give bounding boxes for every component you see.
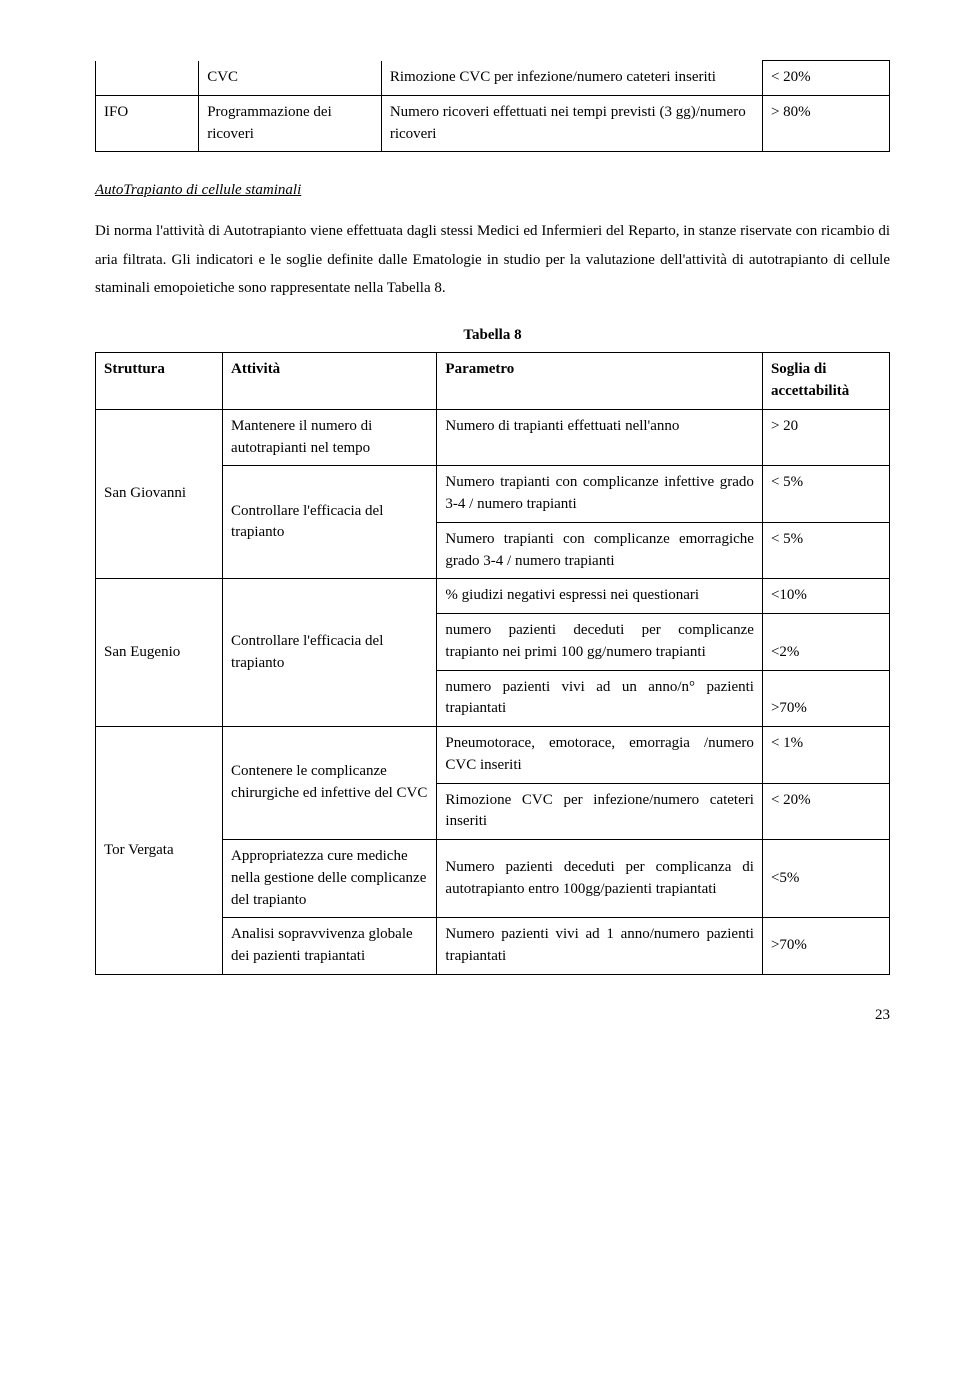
cell-attivita: Mantenere il numero di autotrapianti nel…	[223, 409, 437, 466]
cell-parametro: Numero trapianti con complicanze emorrag…	[437, 522, 763, 579]
cell-soglia: <2%	[762, 614, 889, 671]
column-header: Soglia di accettabilità	[762, 353, 889, 410]
cell-attivita: Analisi sopravvivenza globale dei pazien…	[223, 918, 437, 975]
cell-struttura: San Eugenio	[96, 579, 223, 727]
cell: Rimozione CVC per infezione/numero catet…	[381, 61, 762, 96]
cell-parametro: numero pazienti vivi ad un anno/n° pazie…	[437, 670, 763, 727]
cell-parametro: Rimozione CVC per infezione/numero catet…	[437, 783, 763, 840]
table-row: CVC Rimozione CVC per infezione/numero c…	[96, 61, 890, 96]
cell-soglia: <10%	[762, 579, 889, 614]
table-row: San Giovanni Mantenere il numero di auto…	[96, 409, 890, 466]
cell-soglia: < 5%	[762, 466, 889, 523]
table-row: Tor Vergata Contenere le complicanze chi…	[96, 727, 890, 784]
cell: CVC	[199, 61, 382, 96]
column-header: Struttura	[96, 353, 223, 410]
table-row: Struttura Attività Parametro Soglia di a…	[96, 353, 890, 410]
cell-parametro: Numero di trapianti effettuati nell'anno	[437, 409, 763, 466]
column-header: Attività	[223, 353, 437, 410]
cell: IFO	[96, 95, 199, 152]
table-main: Struttura Attività Parametro Soglia di a…	[95, 352, 890, 975]
page-number: 23	[95, 1005, 890, 1027]
cell-soglia: > 20	[762, 409, 889, 466]
cell-struttura: San Giovanni	[96, 409, 223, 579]
cell-parametro: numero pazienti deceduti per complicanze…	[437, 614, 763, 671]
cell-attivita: Appropriatezza cure mediche nella gestio…	[223, 840, 437, 918]
cell: Numero ricoveri effettuati nei tempi pre…	[381, 95, 762, 152]
cell: Programmazione dei ricoveri	[199, 95, 382, 152]
cell-soglia: < 20%	[762, 783, 889, 840]
table-row: San Eugenio Controllare l'efficacia del …	[96, 579, 890, 614]
cell: < 20%	[762, 61, 889, 96]
cell-soglia: < 5%	[762, 522, 889, 579]
cell-struttura: Tor Vergata	[96, 727, 223, 975]
cell-attivita: Controllare l'efficacia del trapianto	[223, 466, 437, 579]
cell-soglia: < 1%	[762, 727, 889, 784]
cell-parametro: Numero pazienti deceduti per complicanza…	[437, 840, 763, 918]
cell: > 80%	[762, 95, 889, 152]
cell-soglia: <5%	[762, 840, 889, 918]
table-caption: Tabella 8	[95, 325, 890, 347]
cell-parametro: Pneumotorace, emotorace, emorragia /nume…	[437, 727, 763, 784]
cell	[96, 61, 199, 96]
cell-attivita: Controllare l'efficacia del trapianto	[223, 579, 437, 727]
cell-attivita: Contenere le complicanze chirurgiche ed …	[223, 727, 437, 840]
cell-parametro: Numero trapianti con complicanze infetti…	[437, 466, 763, 523]
section-paragraph: Di norma l'attività di Autotrapianto vie…	[95, 217, 890, 303]
cell-soglia: >70%	[762, 918, 889, 975]
table-row: IFO Programmazione dei ricoveri Numero r…	[96, 95, 890, 152]
table-top: CVC Rimozione CVC per infezione/numero c…	[95, 60, 890, 152]
cell-parametro: % giudizi negativi espressi nei question…	[437, 579, 763, 614]
section-title: AutoTrapianto di cellule staminali	[95, 180, 890, 202]
cell-soglia: >70%	[762, 670, 889, 727]
cell-parametro: Numero pazienti vivi ad 1 anno/numero pa…	[437, 918, 763, 975]
column-header: Parametro	[437, 353, 763, 410]
